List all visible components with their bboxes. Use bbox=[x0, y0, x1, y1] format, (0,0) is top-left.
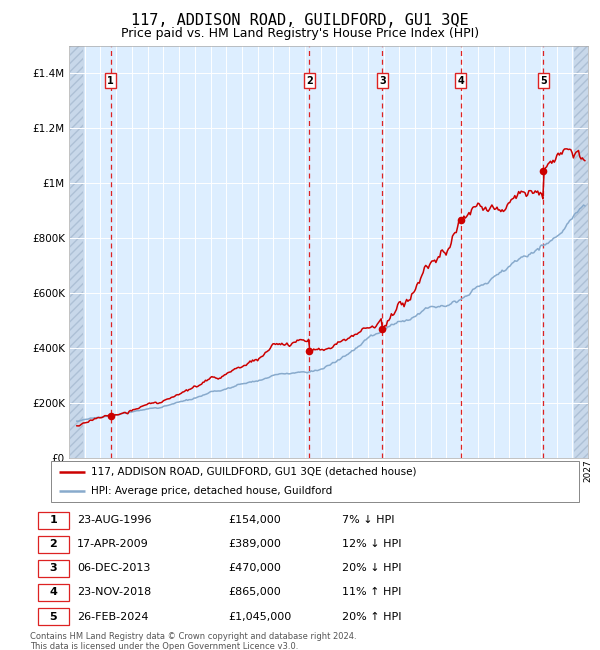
Text: 1: 1 bbox=[50, 515, 58, 525]
FancyBboxPatch shape bbox=[38, 608, 68, 625]
FancyBboxPatch shape bbox=[51, 462, 579, 502]
Text: 117, ADDISON ROAD, GUILDFORD, GU1 3QE (detached house): 117, ADDISON ROAD, GUILDFORD, GU1 3QE (d… bbox=[91, 467, 416, 476]
Text: 23-AUG-1996: 23-AUG-1996 bbox=[77, 515, 151, 525]
Text: 4: 4 bbox=[457, 75, 464, 86]
Text: 06-DEC-2013: 06-DEC-2013 bbox=[77, 564, 150, 573]
Text: Contains HM Land Registry data © Crown copyright and database right 2024.
This d: Contains HM Land Registry data © Crown c… bbox=[30, 632, 356, 650]
Text: 20% ↓ HPI: 20% ↓ HPI bbox=[342, 564, 401, 573]
Text: 117, ADDISON ROAD, GUILDFORD, GU1 3QE: 117, ADDISON ROAD, GUILDFORD, GU1 3QE bbox=[131, 13, 469, 28]
Text: Price paid vs. HM Land Registry's House Price Index (HPI): Price paid vs. HM Land Registry's House … bbox=[121, 27, 479, 40]
Text: 3: 3 bbox=[50, 564, 57, 573]
Bar bbox=[574, 46, 588, 458]
FancyBboxPatch shape bbox=[38, 560, 68, 577]
Text: 4: 4 bbox=[50, 588, 58, 597]
Text: 5: 5 bbox=[540, 75, 547, 86]
Text: HPI: Average price, detached house, Guildford: HPI: Average price, detached house, Guil… bbox=[91, 486, 332, 495]
Text: 20% ↑ HPI: 20% ↑ HPI bbox=[342, 612, 401, 621]
FancyBboxPatch shape bbox=[38, 512, 68, 528]
Text: 12% ↓ HPI: 12% ↓ HPI bbox=[342, 540, 401, 549]
Text: 5: 5 bbox=[50, 612, 57, 621]
Text: 1: 1 bbox=[107, 75, 114, 86]
Bar bbox=[574, 46, 588, 458]
Text: 17-APR-2009: 17-APR-2009 bbox=[77, 540, 149, 549]
Text: 26-FEB-2024: 26-FEB-2024 bbox=[77, 612, 148, 621]
Text: £1,045,000: £1,045,000 bbox=[229, 612, 292, 621]
Text: 7% ↓ HPI: 7% ↓ HPI bbox=[342, 515, 394, 525]
FancyBboxPatch shape bbox=[38, 536, 68, 552]
Text: 3: 3 bbox=[379, 75, 386, 86]
Text: £154,000: £154,000 bbox=[229, 515, 281, 525]
Bar bbox=[69, 46, 83, 458]
Text: 2: 2 bbox=[50, 540, 58, 549]
Text: 2: 2 bbox=[306, 75, 313, 86]
Text: 23-NOV-2018: 23-NOV-2018 bbox=[77, 588, 151, 597]
FancyBboxPatch shape bbox=[38, 584, 68, 601]
Text: £389,000: £389,000 bbox=[229, 540, 281, 549]
Bar bbox=[69, 46, 83, 458]
Text: £865,000: £865,000 bbox=[229, 588, 281, 597]
Text: 11% ↑ HPI: 11% ↑ HPI bbox=[342, 588, 401, 597]
Text: £470,000: £470,000 bbox=[229, 564, 281, 573]
